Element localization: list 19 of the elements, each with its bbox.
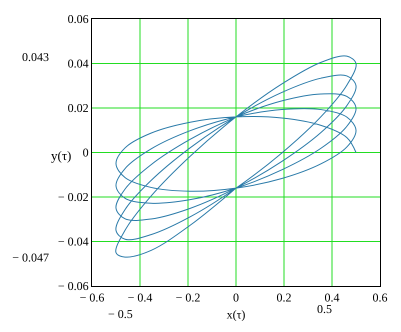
text: 0.5 [317, 302, 332, 316]
y-axis-title: y(τ) [51, 148, 72, 163]
x-tick-label: − 0.2 [176, 290, 200, 304]
y-tick-label: 0.04 [68, 56, 89, 71]
y-tick-label: 0 [82, 146, 89, 160]
y-tick-label: 0.02 [68, 101, 89, 116]
x-tick-label: 0.6 [372, 290, 388, 304]
y2-tick-label: 0.043 [22, 50, 49, 64]
x-tick-label: 0.2 [276, 290, 292, 304]
x-tick-label: 0.4 [324, 290, 340, 304]
y-tick-label: − 0.02 [58, 190, 89, 204]
x-tick-label: − 0.4 [128, 290, 152, 304]
x-tick-label: 0 [233, 290, 239, 304]
text: − 0.5 [108, 307, 133, 321]
x-axis-title: x(τ) [226, 307, 246, 322]
y-tick-label: − 0.04 [58, 234, 89, 249]
line-series [115, 56, 356, 258]
y2-tick-label: − 0.047 [12, 250, 49, 264]
y-tick-label: 0.06 [68, 12, 89, 26]
